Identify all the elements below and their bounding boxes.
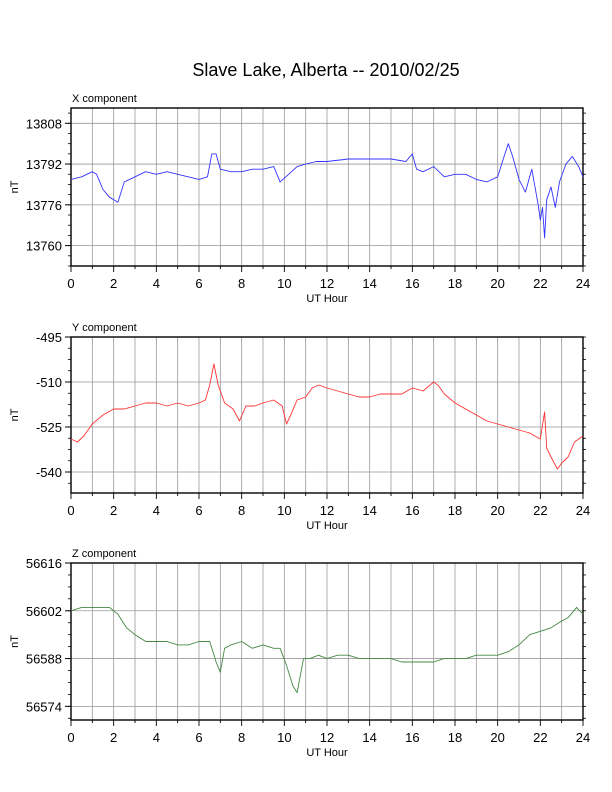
y-axis-label: nT xyxy=(9,180,21,193)
x-tick-label: 6 xyxy=(195,503,202,518)
x-tick-label: 16 xyxy=(405,503,419,518)
x-tick-label: 16 xyxy=(405,730,419,745)
x-tick-label: 22 xyxy=(533,276,547,291)
x-tick-label: 18 xyxy=(448,503,462,518)
y-axis-label: nT xyxy=(9,408,21,421)
figure-title: Slave Lake, Alberta -- 2010/02/25 xyxy=(192,60,459,80)
series-line xyxy=(70,606,584,694)
x-tick-label: 20 xyxy=(490,503,504,518)
x-tick-label: 0 xyxy=(67,503,74,518)
y-tick-label: 13792 xyxy=(26,157,62,172)
y-tick-label: 13808 xyxy=(26,116,62,131)
x-tick-label: 14 xyxy=(362,503,376,518)
x-tick-label: 22 xyxy=(533,730,547,745)
x-axis-label: UT Hour xyxy=(306,520,348,532)
x-tick-label: 12 xyxy=(320,276,334,291)
x-tick-label: 6 xyxy=(195,730,202,745)
x-tick-label: 10 xyxy=(277,503,291,518)
x-tick-label: 12 xyxy=(320,503,334,518)
x-tick-label: 20 xyxy=(490,276,504,291)
x-tick-label: 24 xyxy=(576,276,590,291)
panel-title: Z component xyxy=(72,548,136,560)
y-tick-label: 56574 xyxy=(26,699,62,714)
y-tick-label: 56602 xyxy=(26,604,62,619)
x-tick-label: 4 xyxy=(153,503,160,518)
y-tick-label: 13760 xyxy=(26,239,62,254)
y-axis-label: nT xyxy=(9,635,21,648)
x-tick-label: 8 xyxy=(238,503,245,518)
y-tick-label: -510 xyxy=(36,375,62,390)
x-tick-label: 10 xyxy=(277,276,291,291)
x-tick-label: 12 xyxy=(320,730,334,745)
series-line xyxy=(70,363,584,470)
y-tick-label: -525 xyxy=(36,420,62,435)
y-tick-label: -540 xyxy=(36,465,62,480)
x-axis-label: UT Hour xyxy=(306,747,348,759)
x-tick-label: 24 xyxy=(576,503,590,518)
x-tick-label: 4 xyxy=(153,730,160,745)
y-tick-label: 56616 xyxy=(26,556,62,571)
x-tick-label: 10 xyxy=(277,730,291,745)
x-tick-label: 0 xyxy=(67,730,74,745)
x-tick-label: 16 xyxy=(405,276,419,291)
x-tick-label: 18 xyxy=(448,730,462,745)
x-tick-label: 2 xyxy=(110,730,117,745)
x-tick-label: 6 xyxy=(195,276,202,291)
x-tick-label: 0 xyxy=(67,276,74,291)
series-line xyxy=(70,143,584,239)
x-tick-label: 20 xyxy=(490,730,504,745)
y-tick-label: 13776 xyxy=(26,198,62,213)
x-tick-label: 22 xyxy=(533,503,547,518)
y-tick-label: 56588 xyxy=(26,652,62,667)
x-tick-label: 18 xyxy=(448,276,462,291)
x-tick-label: 2 xyxy=(110,276,117,291)
x-tick-label: 24 xyxy=(576,730,590,745)
x-tick-label: 4 xyxy=(153,276,160,291)
panel-title: X component xyxy=(72,93,137,105)
x-tick-label: 14 xyxy=(362,730,376,745)
x-tick-label: 8 xyxy=(238,730,245,745)
y-tick-label: -495 xyxy=(36,330,62,345)
x-tick-label: 14 xyxy=(362,276,376,291)
x-tick-label: 8 xyxy=(238,276,245,291)
x-axis-label: UT Hour xyxy=(306,293,348,305)
x-tick-label: 2 xyxy=(110,503,117,518)
panel-title: Y component xyxy=(72,322,137,334)
